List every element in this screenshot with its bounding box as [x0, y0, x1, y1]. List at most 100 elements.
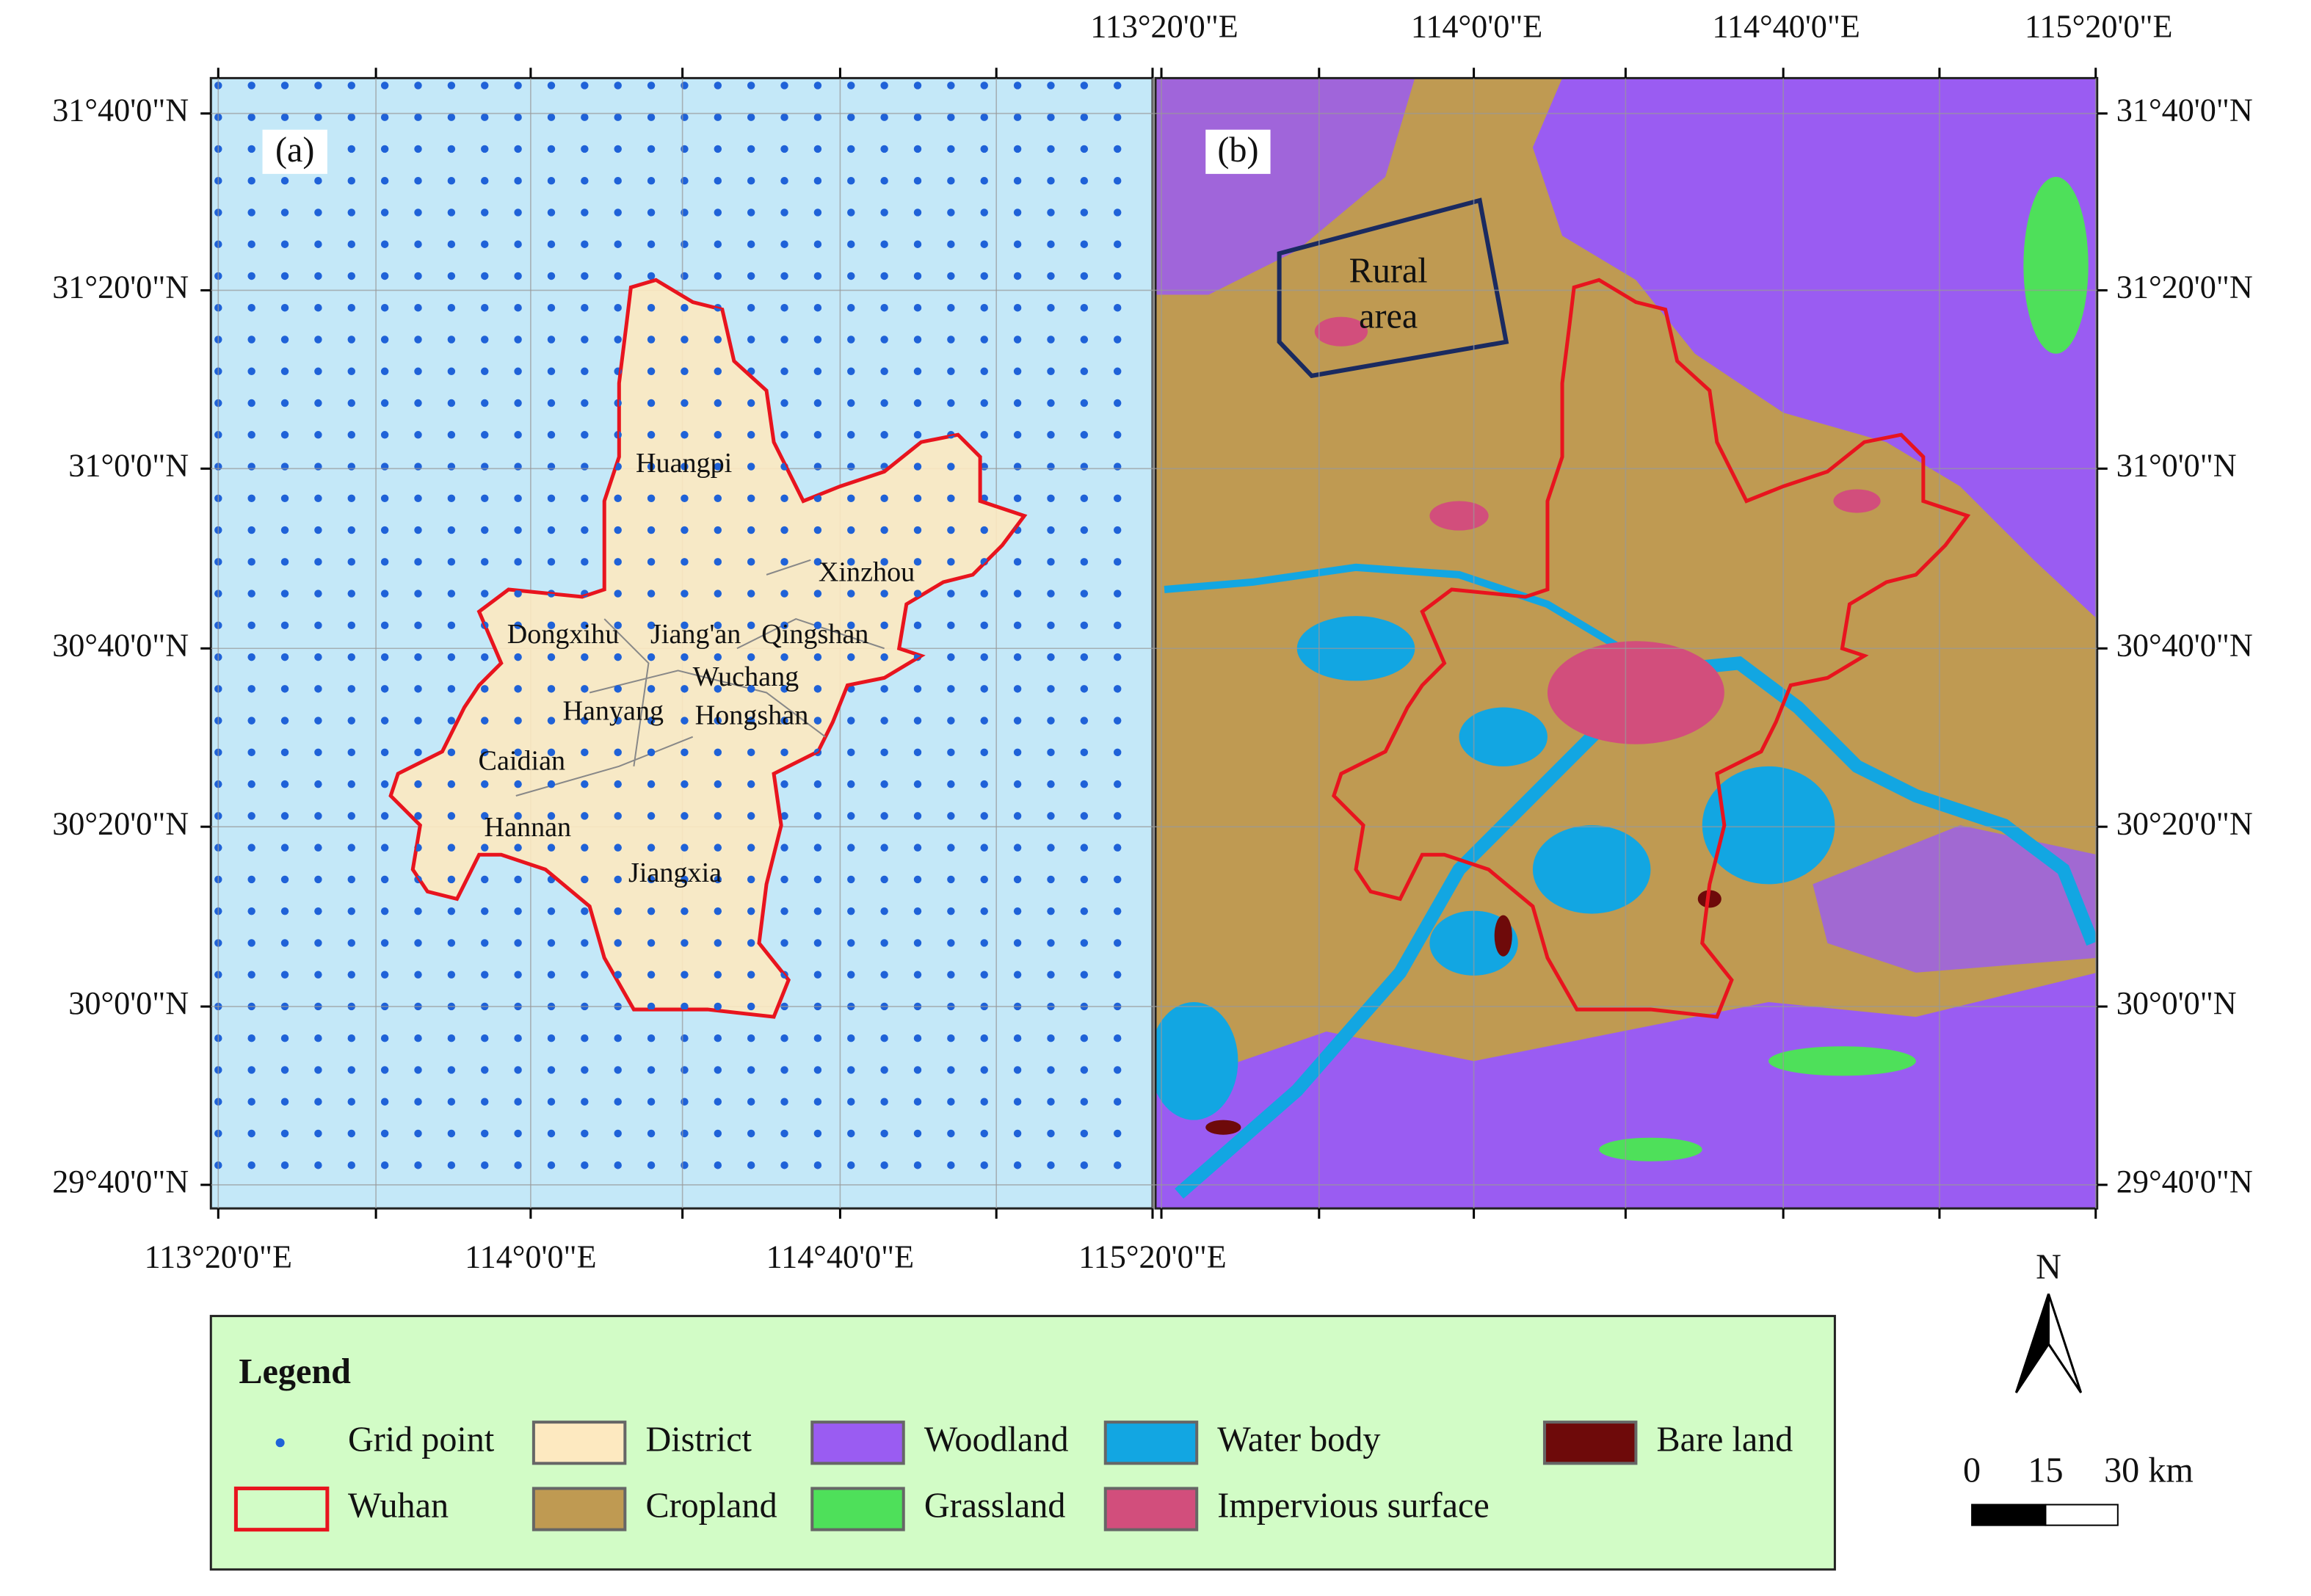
grid-point [913, 1161, 922, 1169]
grid-point [614, 208, 622, 217]
grid-point [414, 1034, 422, 1042]
grid-point [1113, 717, 1122, 725]
grid-point [380, 463, 389, 471]
grid-point [547, 1034, 556, 1042]
grid-point [813, 780, 822, 788]
grid-point [913, 1098, 922, 1106]
grid-point [514, 113, 522, 121]
legend-label: Wuhan [348, 1487, 449, 1526]
grid-point [447, 113, 456, 121]
grid-point [1047, 113, 1055, 121]
grid-point [681, 145, 689, 153]
grid-point [314, 335, 322, 344]
grid-point [314, 1129, 322, 1138]
grid-point [380, 875, 389, 884]
grid-point [913, 748, 922, 757]
grid-point [647, 240, 656, 248]
grid-point [380, 494, 389, 503]
grid-point [447, 176, 456, 185]
grid-point [1013, 685, 1022, 693]
y-tick-label: 30°0'0"N [2116, 985, 2237, 1021]
grid-point [747, 145, 755, 153]
grid-point [614, 1066, 622, 1074]
grid-point [380, 812, 389, 820]
grid-point [1047, 272, 1055, 280]
grid-point [847, 653, 855, 661]
grid-point [347, 81, 355, 90]
grid-point [681, 81, 689, 90]
grid-point [614, 81, 622, 90]
grid-point [913, 558, 922, 566]
grid-point [747, 621, 755, 630]
grid-point [280, 780, 289, 788]
grid-point [913, 463, 922, 471]
grid-point [1113, 240, 1122, 248]
grid-point [347, 1034, 355, 1042]
grid-point [1080, 431, 1089, 439]
grid-point [614, 272, 622, 280]
grid-point [280, 1129, 289, 1138]
grid-point [947, 367, 955, 375]
grid-point [947, 812, 955, 820]
grid-point [347, 463, 355, 471]
grid-point [647, 971, 656, 979]
district-label: Xinzhou [819, 557, 915, 588]
grid-point [347, 1161, 355, 1169]
grid-point [947, 113, 955, 121]
grid-point [514, 1066, 522, 1074]
grid-point [647, 81, 656, 90]
grid-point [1080, 621, 1089, 630]
grid-point [913, 240, 922, 248]
grid-point [647, 875, 656, 884]
grid-point [880, 399, 888, 407]
grid-point [547, 939, 556, 947]
grid-point [347, 494, 355, 503]
grid-point [947, 463, 955, 471]
grid-point [547, 907, 556, 915]
scale-bar [1971, 1503, 2047, 1526]
grid-point [414, 1066, 422, 1074]
grid-point [813, 272, 822, 280]
grid-point [1013, 335, 1022, 344]
grid-point [481, 748, 489, 757]
grid-point [1080, 653, 1089, 661]
grid-point [314, 240, 322, 248]
grid-point [347, 208, 355, 217]
grid-point [1013, 875, 1022, 884]
grid-point [1080, 81, 1089, 90]
grid-point [447, 81, 456, 90]
grid-point [1113, 1161, 1122, 1169]
legend-label: District [645, 1420, 752, 1459]
grid-point [747, 685, 755, 693]
grid-point [247, 748, 255, 757]
grid-point [280, 844, 289, 852]
grid-point [614, 113, 622, 121]
grid-point [1047, 621, 1055, 630]
grid-point [414, 399, 422, 407]
grid-point [681, 844, 689, 852]
grid-point [314, 494, 322, 503]
grid-point [414, 81, 422, 90]
grid-point [880, 939, 888, 947]
impervious [1314, 316, 1368, 347]
grid-point [581, 558, 589, 566]
grid-point [913, 907, 922, 915]
grid-point [1080, 1034, 1089, 1042]
grid-point [447, 717, 456, 725]
grid-point [880, 1066, 888, 1074]
grid-point [514, 780, 522, 788]
grid-point [547, 399, 556, 407]
grid-point [481, 780, 489, 788]
grid-point [314, 812, 322, 820]
grid-point [1047, 431, 1055, 439]
grid-point [447, 304, 456, 312]
grid-point [913, 272, 922, 280]
legend-label: Bare land [1657, 1420, 1793, 1459]
grid-point [614, 939, 622, 947]
grid-point [980, 113, 988, 121]
grid-point [880, 272, 888, 280]
grid-point [547, 272, 556, 280]
grid-point [880, 431, 888, 439]
grid-point [647, 748, 656, 757]
grid-point [913, 621, 922, 630]
